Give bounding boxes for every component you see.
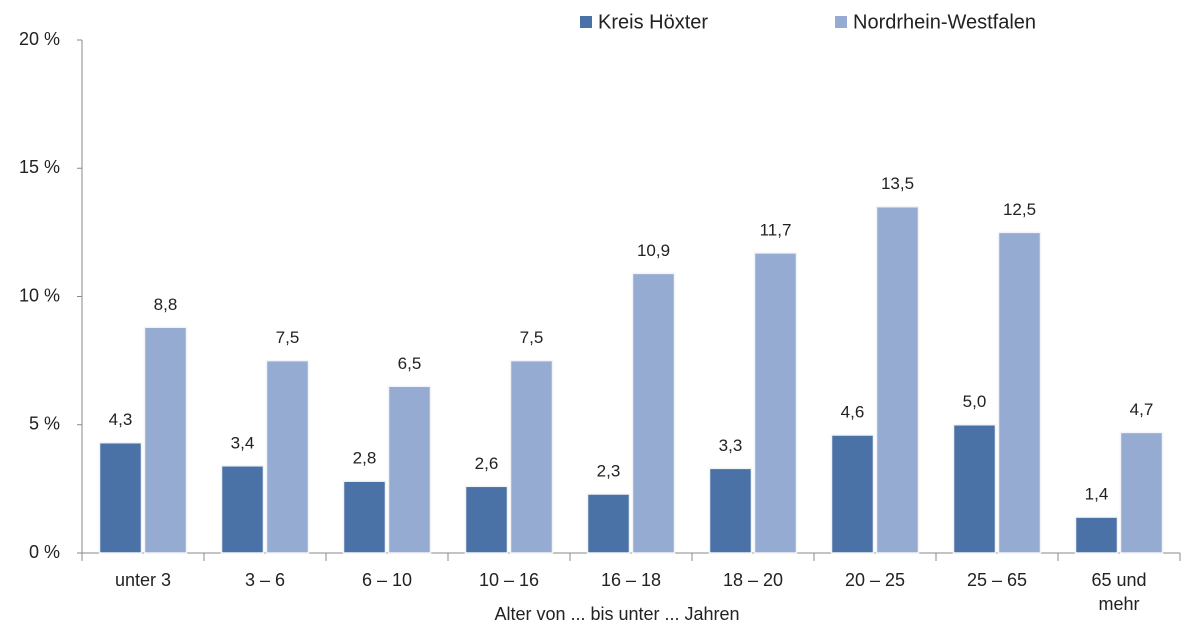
legend-label: Nordrhein-Westfalen bbox=[853, 11, 1036, 33]
bar bbox=[997, 231, 1042, 554]
bar bbox=[342, 480, 387, 554]
x-axis-label: Alter von ... bis unter ... Jahren bbox=[494, 604, 739, 624]
x-tick-label: 25 – 65 bbox=[967, 570, 1027, 590]
legend-swatch bbox=[835, 16, 847, 28]
y-tick-label: 20 % bbox=[19, 29, 60, 49]
x-tick-label: 65 und mehr bbox=[1091, 570, 1146, 614]
data-label: 1,4 bbox=[1085, 485, 1109, 504]
legend-swatch bbox=[580, 16, 592, 28]
data-label: 2,3 bbox=[597, 461, 621, 480]
data-label: 7,5 bbox=[276, 328, 300, 347]
x-tick-label: 10 – 16 bbox=[479, 570, 539, 590]
y-tick-label: 0 % bbox=[29, 542, 60, 562]
x-tick-label: 16 – 18 bbox=[601, 570, 661, 590]
data-label: 3,4 bbox=[231, 433, 255, 452]
bar bbox=[952, 424, 997, 554]
bar bbox=[387, 385, 432, 554]
bar bbox=[631, 272, 676, 554]
y-tick-label: 5 % bbox=[29, 414, 60, 434]
x-tick-label: 18 – 20 bbox=[723, 570, 783, 590]
x-tick-label: 3 – 6 bbox=[245, 570, 285, 590]
bar bbox=[464, 485, 509, 554]
x-tick-label: 20 – 25 bbox=[845, 570, 905, 590]
bar bbox=[753, 252, 798, 554]
bar bbox=[265, 359, 310, 554]
x-tick-label: unter 3 bbox=[115, 570, 171, 590]
y-tick-label: 15 % bbox=[19, 157, 60, 177]
bar bbox=[1119, 431, 1164, 554]
bar bbox=[830, 434, 875, 554]
y-tick-label: 10 % bbox=[19, 285, 60, 305]
data-label: 5,0 bbox=[963, 392, 987, 411]
data-label: 4,7 bbox=[1130, 400, 1154, 419]
bar bbox=[509, 359, 554, 554]
data-label: 11,7 bbox=[760, 220, 792, 239]
bar bbox=[143, 326, 188, 554]
bar bbox=[98, 441, 143, 554]
data-label: 2,6 bbox=[475, 454, 499, 473]
data-label: 8,8 bbox=[154, 295, 178, 314]
bar bbox=[875, 205, 920, 554]
legend-label: Kreis Höxter bbox=[598, 11, 708, 33]
bar bbox=[586, 493, 631, 554]
data-label: 7,5 bbox=[520, 328, 544, 347]
bar bbox=[708, 467, 753, 554]
data-label: 2,8 bbox=[353, 449, 377, 468]
data-label: 6,5 bbox=[398, 354, 422, 373]
x-tick-label: 6 – 10 bbox=[362, 570, 412, 590]
data-label: 10,9 bbox=[637, 241, 670, 260]
data-label: 13,5 bbox=[881, 174, 914, 193]
data-label: 3,3 bbox=[719, 436, 743, 455]
data-label: 12,5 bbox=[1003, 200, 1036, 219]
data-label: 4,6 bbox=[841, 402, 865, 421]
bar bbox=[1074, 516, 1119, 554]
data-label: 4,3 bbox=[109, 410, 133, 429]
bar bbox=[220, 465, 265, 554]
